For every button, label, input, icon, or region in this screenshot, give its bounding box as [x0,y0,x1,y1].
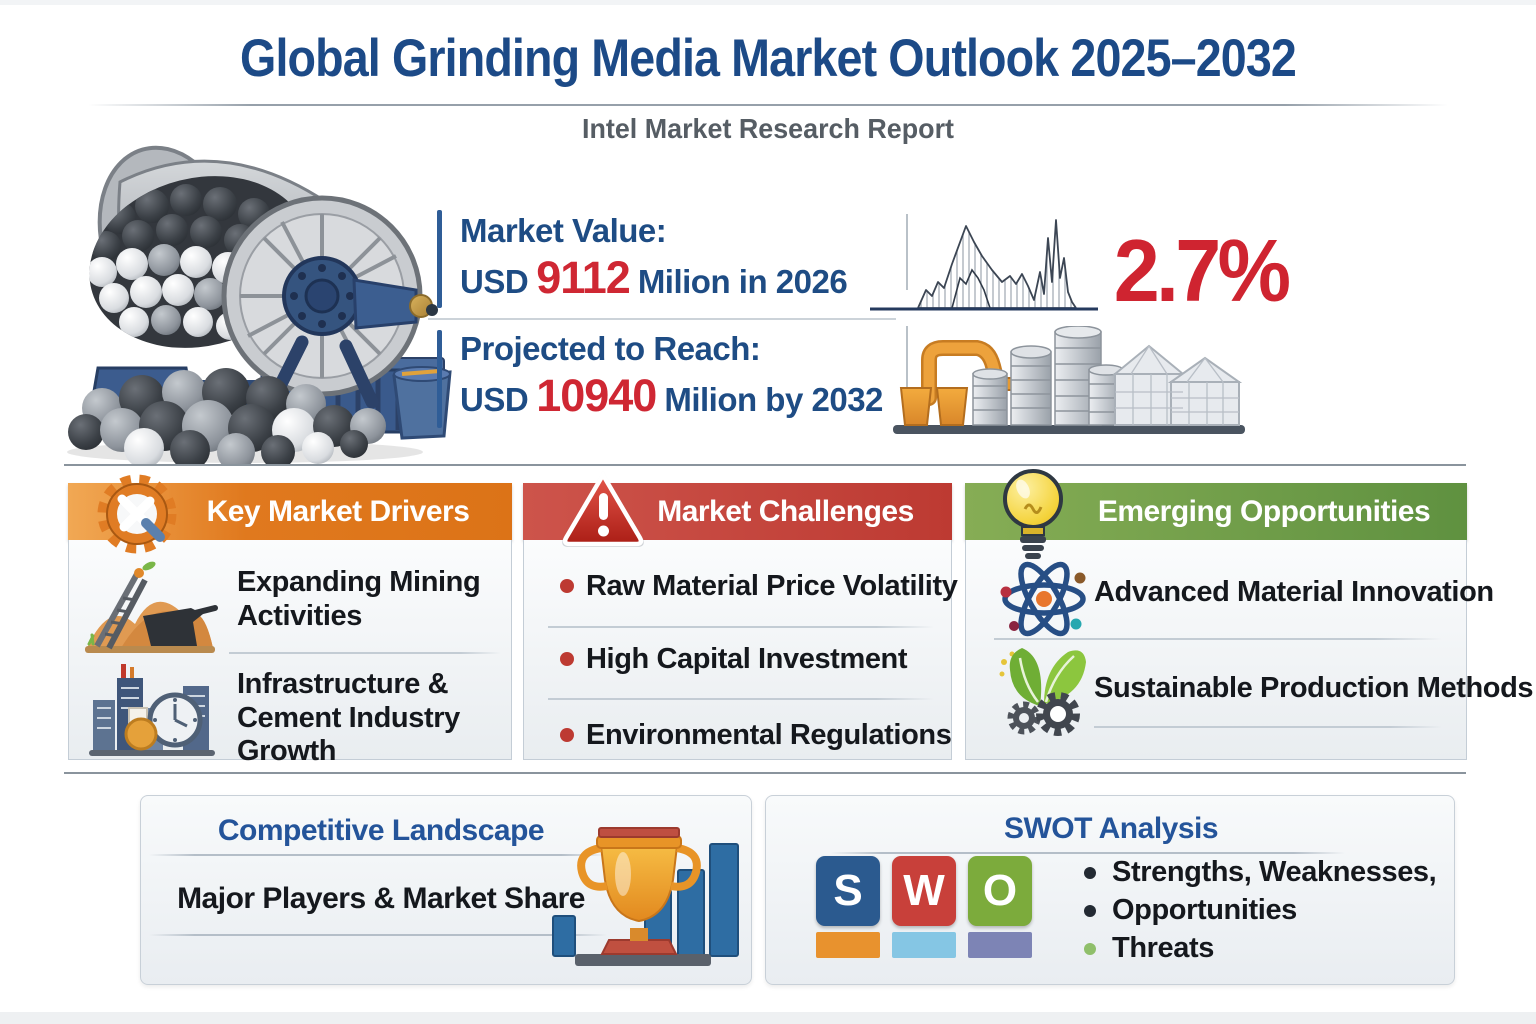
market-value-accent-bar [437,210,442,308]
challenge-bullet [560,579,574,593]
opportunity-item-label: Advanced Material Innovation [1094,576,1494,608]
market-value-line: USD 9112 Milion in 2026 [460,252,848,304]
swot-letter: O [982,866,1018,915]
driver-item-label: Infrastructure & Cement Industry Growth [237,668,460,768]
challenges-item-divider [548,626,934,628]
projection-label: Projected to Reach: [460,330,761,367]
market-value-number: 9112 [536,252,631,303]
swot-tile-o: O [968,856,1032,926]
swot-bullet-row: Opportunities [1084,894,1297,927]
gear-tool-icon [97,474,177,554]
challenge-item-label: Environmental Regulations [586,719,952,751]
swot-bullet-label: Strengths, Weaknesses, [1112,856,1437,888]
drivers-item-divider [229,652,501,654]
drivers-card: Key Market Drivers [68,474,512,767]
swot-divider [830,852,1345,854]
swot-title: SWOT Analysis [1003,812,1219,845]
swot-letter: W [903,866,945,915]
swot-bar [816,932,880,958]
opportunities-body: Advanced Material Innovation Sustainable… [965,540,1534,760]
bottom-edge-strip [0,1012,1536,1024]
infrastructure-icon [89,664,215,756]
opportunity-item-label: Sustainable Production Methods [1094,672,1534,704]
challenge-bullet [560,652,574,666]
stats-divider [428,318,896,320]
competitive-divider [149,854,607,856]
drivers-title: Key Market Drivers [206,494,470,528]
mining-rig-icon [85,561,218,653]
page-title: Global Grinding Media Market Outlook 202… [240,29,1297,88]
top-edge-strip [0,0,1536,5]
bullet-dot [1084,904,1096,917]
swot-bullet-row: Strengths, Weaknesses, [1084,856,1437,889]
eco-gears-icon [999,648,1086,736]
competitive-subtitle: Major Players & Market Share [177,882,585,915]
driver-item-label: Expanding Mining Activities [237,566,481,632]
competitive-divider [149,934,607,936]
swot-letter: S [833,866,863,915]
swot-tile-w: W [892,856,956,926]
challenges-body: Raw Material Price Volatility High Capit… [523,540,958,760]
section-divider-bottom [64,772,1466,774]
projection-prefix: USD [460,381,529,418]
swot-bullet-row: Threats [1084,932,1214,965]
opportunities-item-divider [994,638,1442,640]
trophy-chart-icon [552,827,739,966]
warning-triangle-icon [562,470,644,547]
opportunities-item-divider [1094,726,1442,728]
challenges-item-divider [548,698,934,700]
challenges-card: Market Challenges Raw Material Price Vol… [523,470,958,760]
challenge-item-label: High Capital Investment [586,643,908,675]
challenge-bullet [560,728,574,742]
market-value-suffix: Milion in 2026 [637,263,848,300]
swot-tile-s: S [816,856,880,926]
ball-mill-illustration-icon [67,145,452,464]
title-divider [88,104,1448,106]
challenge-item-label: Raw Material Price Volatility [586,570,958,602]
market-value-label: Market Value: [460,212,667,249]
challenges-title: Market Challenges [657,494,914,528]
cagr-value: 2.7% [1113,220,1291,320]
swot-bullet-label: Opportunities [1112,894,1297,926]
atom-icon [1000,561,1086,637]
projection-number: 10940 [536,370,657,421]
projection-line: USD 10940 Milion by 2032 [460,370,883,422]
trend-mountain-chart-icon [870,219,1098,311]
projection-suffix: Milion by 2032 [664,381,883,418]
section-divider-top [64,464,1466,466]
competitive-title: Competitive Landscape [217,814,545,847]
swot-bullet-label: Threats [1112,932,1214,964]
lightbulb-icon [1003,469,1063,559]
stats-vertical-divider [906,326,908,418]
industry-silos-icon [893,326,1245,434]
stats-vertical-divider [906,214,908,290]
drivers-body: Expanding Mining Activities [68,540,512,767]
opportunities-title: Emerging Opportunities [1097,494,1431,528]
bullet-dot [1084,866,1096,879]
swot-bar [892,932,956,958]
competitive-landscape-box: Competitive Landscape Major Players & Ma… [140,795,752,985]
page-subtitle: Intel Market Research Report [582,113,954,144]
swot-bar [968,932,1032,958]
swot-box: SWOT Analysis S W O Strengths, Weaknesse… [765,795,1455,985]
opportunities-card: Emerging Opportunities [965,469,1534,760]
projection-accent-bar [437,330,442,428]
bullet-dot [1084,942,1096,955]
market-value-prefix: USD [460,263,529,300]
